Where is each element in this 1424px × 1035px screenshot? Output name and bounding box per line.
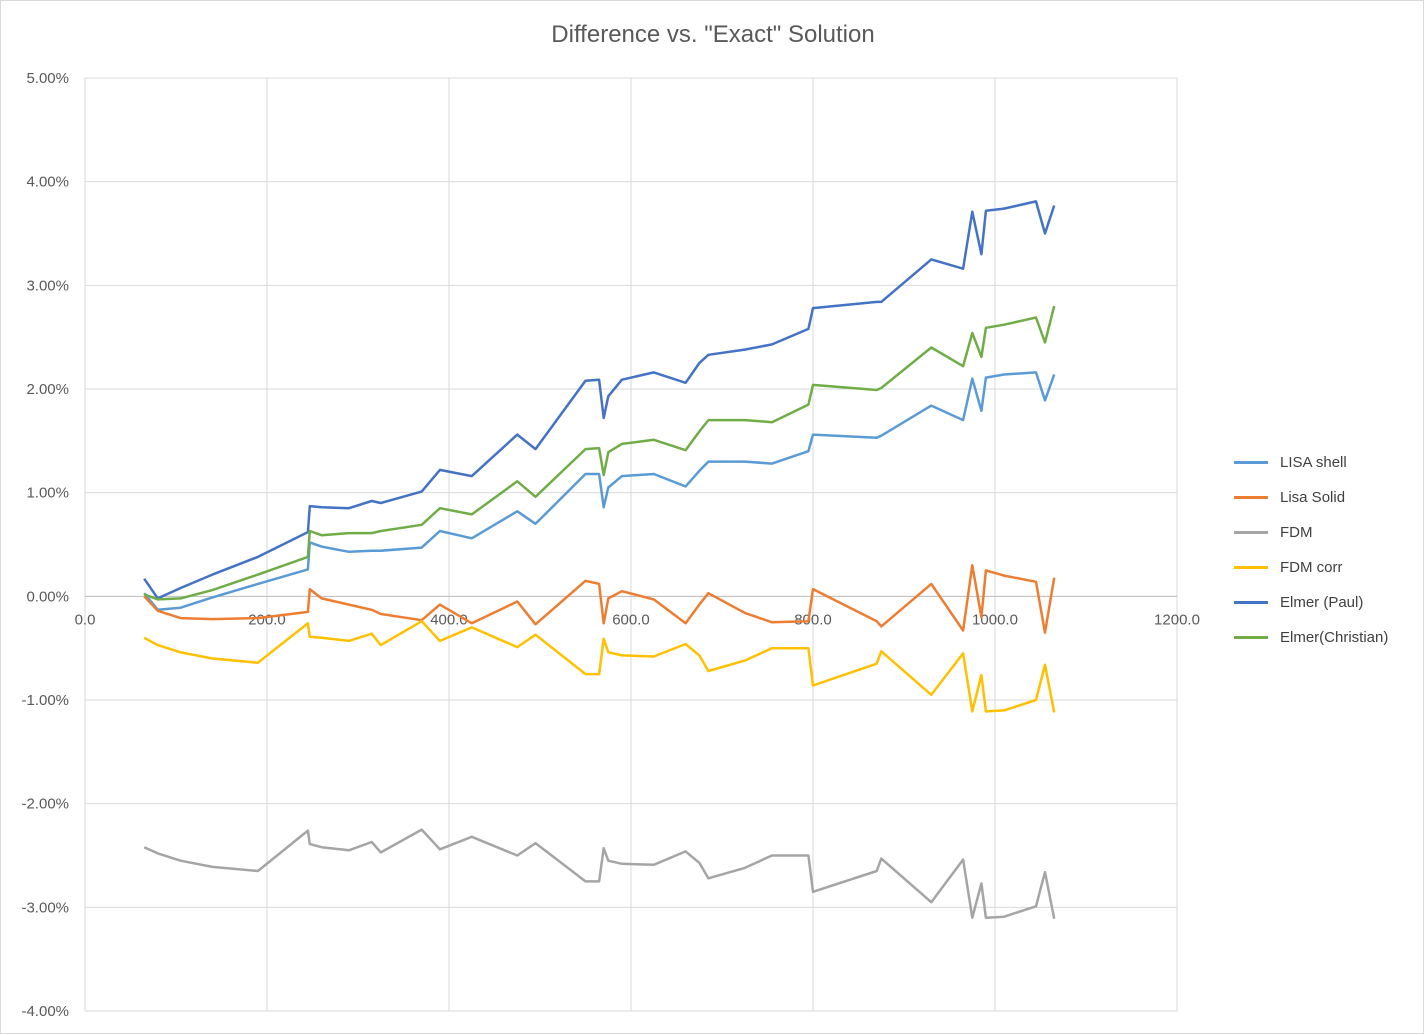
legend-item: FDM corr [1234, 550, 1388, 585]
series-line [143, 200, 1056, 600]
series-line [143, 828, 1056, 919]
legend-item: Elmer (Paul) [1234, 585, 1388, 620]
x-tick-label: 400.0 [430, 611, 468, 628]
x-tick-label: 600.0 [612, 611, 650, 628]
y-tick-label: -4.00% [21, 1003, 69, 1020]
y-tick-label: 1.00% [26, 485, 69, 502]
legend-swatch [1234, 461, 1268, 464]
legend-swatch [1234, 531, 1268, 534]
legend-label: Elmer (Paul) [1280, 594, 1364, 611]
y-tick-label: 0.00% [26, 588, 69, 605]
gridlines [84, 77, 1178, 1012]
legend-swatch [1234, 496, 1268, 499]
series-line [143, 305, 1056, 601]
legend-label: FDM corr [1280, 559, 1343, 576]
y-tick-label: 5.00% [26, 70, 69, 87]
x-tick-label: 200.0 [248, 611, 286, 628]
legend-label: FDM [1280, 524, 1313, 541]
legend-swatch [1234, 566, 1268, 569]
series-line [143, 563, 1056, 634]
x-tick-label: 1200.0 [1154, 611, 1200, 628]
y-tick-label: -1.00% [21, 692, 69, 709]
y-tick-label: 2.00% [26, 381, 69, 398]
y-tick-label: 4.00% [26, 174, 69, 191]
legend-item: LISA shell [1234, 445, 1388, 480]
y-tick-label: -3.00% [21, 899, 69, 916]
x-tick-label: 0.0 [75, 611, 96, 628]
series-line [143, 619, 1056, 713]
series-lines [143, 200, 1056, 919]
legend-label: Lisa Solid [1280, 489, 1346, 506]
legend-swatch [1234, 601, 1268, 604]
legend: LISA shell Lisa Solid FDM FDM corr Elmer (Pa… [1234, 445, 1388, 655]
axes: 5.00% 4.00% 3.00% 2.00% 1.00% 0.00% -1.00% -2.0… [21, 70, 1199, 1020]
legend-swatch [1234, 636, 1268, 639]
y-tick-label: -2.00% [21, 796, 69, 813]
chart-title: Difference vs. "Exact" Solution [551, 21, 875, 48]
x-tick-label: 1000.0 [972, 611, 1018, 628]
y-tick-label: 3.00% [26, 277, 69, 294]
x-tick-label: 800.0 [794, 611, 832, 628]
series-line [143, 371, 1056, 612]
legend-item: Lisa Solid [1234, 480, 1388, 515]
legend-label: Elmer(Christian) [1280, 629, 1389, 646]
legend-item: Elmer(Christian) [1234, 620, 1388, 655]
legend-item: FDM [1234, 515, 1388, 550]
legend-label: LISA shell [1280, 454, 1347, 471]
